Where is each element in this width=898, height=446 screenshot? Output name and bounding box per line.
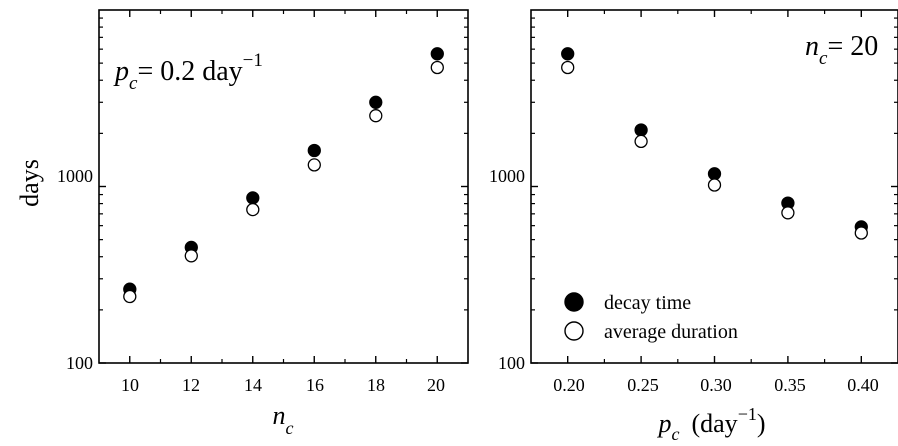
left-point-average-duration <box>123 289 137 304</box>
left-point-average-duration <box>246 202 260 217</box>
right-point-average-duration <box>707 178 722 192</box>
left-annotation: pc= 0.2 day−1 <box>113 50 263 94</box>
left-marks <box>123 47 444 304</box>
legend-marker-decay-time <box>564 292 584 312</box>
right-point-average-duration <box>634 134 648 149</box>
left-xtick-label: 14 <box>244 375 262 395</box>
left-point-decay-time <box>307 143 321 158</box>
right-annotation-n: n <box>805 31 819 62</box>
right-ticks <box>531 10 898 364</box>
left-xlabel-sub: c <box>286 418 294 438</box>
legend-label-average-duration: average duration <box>604 321 738 343</box>
right-point-decay-time <box>707 167 722 181</box>
right-marks <box>561 47 868 240</box>
right-annotation-rest: = 20 <box>827 31 878 62</box>
right-xlabel-unit-close: ) <box>757 409 766 438</box>
right-annotation-sub: c <box>819 48 828 69</box>
left-xlabel: nc <box>273 401 294 438</box>
left-xlabel-main: n <box>273 401 286 430</box>
right-point-decay-time <box>634 123 648 137</box>
right-point-average-duration <box>781 206 795 220</box>
right-xlabel-sub: c <box>671 424 679 441</box>
right-ytick-label-1000: 1000 <box>489 166 525 186</box>
left-point-average-duration <box>307 158 321 172</box>
left-point-average-duration <box>369 109 383 123</box>
left-xtick-label: 20 <box>427 375 445 395</box>
legend-marker-average-duration <box>564 321 584 341</box>
left-ylabel: days <box>15 159 44 207</box>
right-ytick-label-100: 100 <box>498 353 525 373</box>
legend: decay time average duration <box>564 292 738 343</box>
left-annotation-sub: c <box>129 73 138 94</box>
right-xlabel-unit-open: (day <box>691 409 737 438</box>
right-xtick-label: 0.20 <box>553 375 585 395</box>
left-annotation-rest: = 0.2 day <box>137 56 242 87</box>
right-xtick-label: 0.35 <box>774 375 806 395</box>
left-point-average-duration <box>184 249 198 263</box>
right-point-average-duration <box>561 60 575 75</box>
right-point-average-duration <box>854 226 868 240</box>
right-point-decay-time <box>561 47 575 61</box>
left-xtick-label: 18 <box>367 375 385 395</box>
left-annotation-p: p <box>113 56 129 87</box>
left-xtick-label: 12 <box>182 375 200 395</box>
left-point-decay-time <box>246 191 260 205</box>
right-annotation: nc= 20 <box>805 31 878 69</box>
left-ticks <box>99 10 468 364</box>
left-point-decay-time <box>369 95 383 109</box>
left-point-decay-time <box>430 47 444 61</box>
right-xtick-label: 0.25 <box>627 375 659 395</box>
left-point-average-duration <box>430 60 444 75</box>
right-xlabel-main: p <box>656 409 671 438</box>
left-annotation-sup: −1 <box>243 50 263 71</box>
left-xtick-label: 10 <box>121 375 139 395</box>
left-ytick-label-1000: 1000 <box>57 166 93 186</box>
left-xtick-label: 16 <box>306 375 324 395</box>
right-xlabel-unit-sup: −1 <box>738 404 757 424</box>
legend-label-decay-time: decay time <box>604 292 691 314</box>
right-xtick-label: 0.40 <box>847 375 879 395</box>
left-panel: 1000 100 10 12 14 16 18 20 days nc pc= 0… <box>15 9 469 438</box>
right-xlabel: pc (day−1) <box>656 404 765 441</box>
right-panel: 1000 100 0.20 0.25 0.30 0.35 0.40 pc (day… <box>489 9 898 444</box>
right-xtick-label: 0.30 <box>700 375 732 395</box>
left-ytick-label-100: 100 <box>66 353 93 373</box>
